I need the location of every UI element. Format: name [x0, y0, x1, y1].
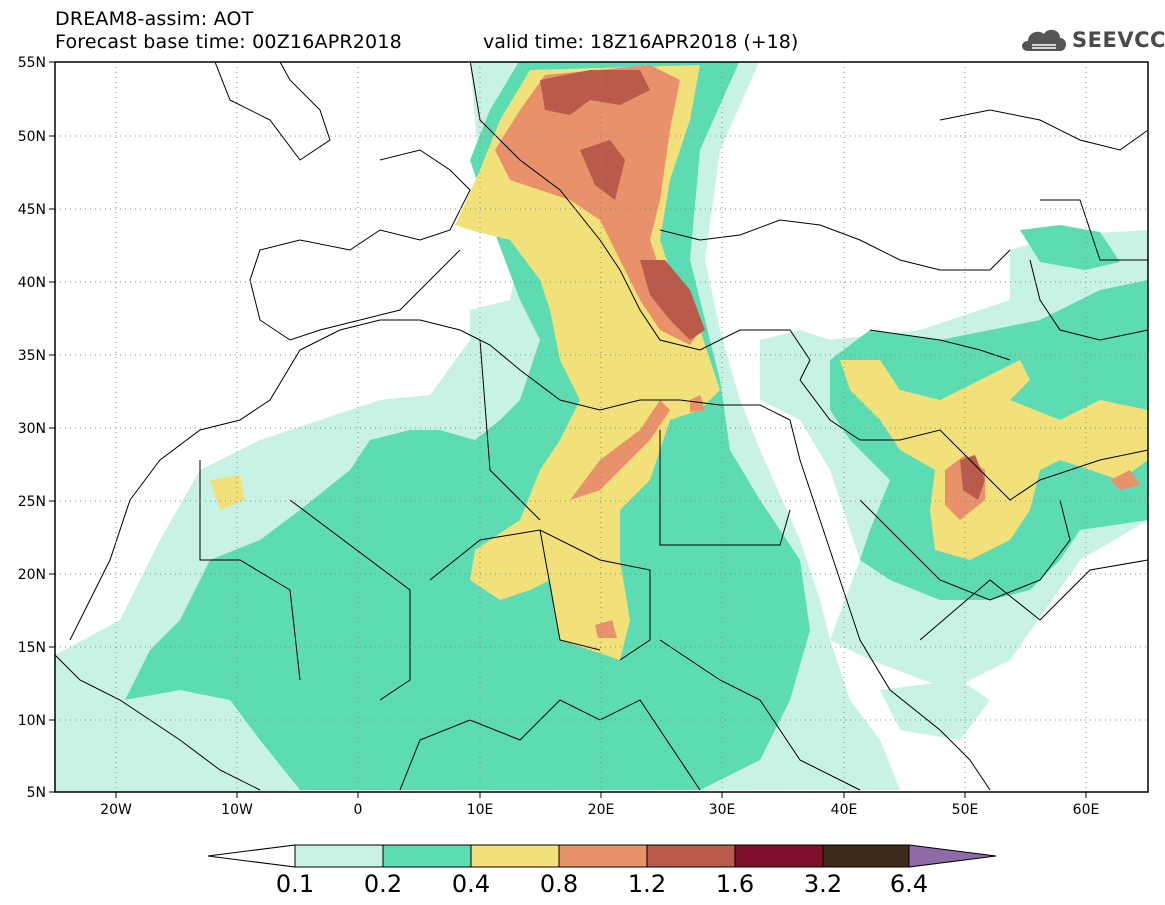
cloud-icon — [1022, 29, 1066, 51]
graticule — [55, 62, 1148, 792]
lat-label: 35N — [18, 348, 46, 364]
lat-label: 20N — [18, 567, 46, 583]
forecast-base-time: Forecast base time: 00Z16APR2018 — [55, 31, 402, 53]
aot-level-1.2 — [540, 70, 985, 500]
lat-label: 30N — [18, 421, 46, 437]
colorbar — [207, 844, 997, 868]
lon-label: 20W — [100, 802, 132, 818]
lon-label: 30E — [709, 802, 736, 818]
colorbar-swatch — [734, 844, 824, 868]
lat-label: 55N — [18, 55, 46, 71]
lon-label: 60E — [1073, 802, 1100, 818]
map-title: DREAM8-assim: AOT — [55, 8, 254, 30]
colorbar-swatch — [294, 844, 384, 868]
lon-label: 50E — [952, 802, 979, 818]
colorbar-swatch — [822, 844, 910, 868]
lat-labels: 55N 50N 45N 40N 35N 30N 25N 20N 15N 10N … — [18, 55, 46, 801]
lat-label: 10N — [18, 713, 46, 729]
colorbar-swatch — [908, 844, 997, 868]
lat-label: 45N — [18, 202, 46, 218]
colorbar-label: 1.6 — [715, 870, 755, 898]
lon-label: 40E — [831, 802, 858, 818]
lat-label: 50N — [18, 129, 46, 145]
lon-label: 0 — [354, 802, 363, 818]
axis-ticks — [49, 61, 1087, 798]
colorbar-swatch — [382, 844, 472, 868]
lat-label: 5N — [27, 785, 46, 801]
colorbar-swatch — [646, 844, 736, 868]
colorbar-label: 0.8 — [539, 870, 579, 898]
lon-labels: 20W 10W 0 10E 20E 30E 40E 50E 60E — [100, 802, 1099, 818]
colorbar-swatch — [470, 844, 560, 868]
colorbar-label: 0.2 — [363, 870, 403, 898]
colorbar-swatch — [207, 844, 296, 868]
lat-label: 40N — [18, 275, 46, 291]
coastlines — [55, 62, 1148, 791]
logo-text: SEEVCCC — [1072, 28, 1165, 52]
valid-time: valid time: 18Z16APR2018 (+18) — [483, 31, 799, 53]
colorbar-label: 6.4 — [889, 870, 929, 898]
seevccc-logo: SEEVCCC — [1018, 23, 1165, 57]
lon-label: 20E — [588, 802, 615, 818]
colorbar-swatch — [558, 844, 648, 868]
lon-label: 10E — [467, 802, 494, 818]
lat-label: 15N — [18, 640, 46, 656]
lat-label: 25N — [18, 494, 46, 510]
colorbar-label: 0.1 — [275, 870, 315, 898]
colorbar-label: 1.2 — [627, 870, 667, 898]
lon-label: 10W — [221, 802, 253, 818]
colorbar-label: 0.4 — [451, 870, 491, 898]
colorbar-label: 3.2 — [803, 870, 843, 898]
